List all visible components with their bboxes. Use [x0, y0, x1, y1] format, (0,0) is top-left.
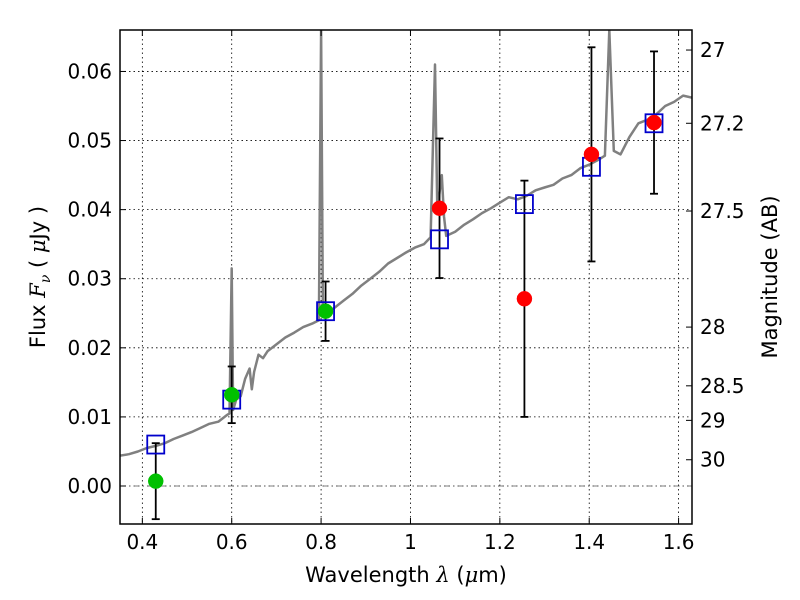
observed-layer [151, 46, 659, 521]
y-tick-label: 0.04 [67, 198, 112, 222]
right-axis-title: Magnitude (AB) [758, 195, 782, 358]
model-box-point [644, 113, 664, 134]
y-axis-title: Flux Fν ( μJy ) [26, 206, 54, 348]
x-tick-label: 0.8 [305, 530, 337, 554]
observed-flux-point [223, 387, 240, 403]
right-tick-label: 27.2 [700, 111, 745, 135]
observed-dot-layer [148, 114, 662, 489]
plot-frame [119, 29, 693, 525]
x-tick-label: 1 [404, 530, 417, 554]
model-box-point [515, 194, 534, 215]
y-ticks: 0.00 0.01 0.02 0.03 0.04 0.05 0.06 [67, 59, 126, 498]
right-tick-label: 27.5 [700, 199, 745, 223]
x-tick-label: 0.6 [216, 530, 248, 554]
x-tick-label: 1.6 [663, 530, 695, 554]
y-tick-label: 0.01 [67, 405, 112, 429]
x-tick-label: 0.4 [126, 530, 158, 554]
observed-flux-point [646, 114, 662, 131]
y-tick-label: 0.00 [67, 474, 112, 498]
observed-flux-point [516, 291, 533, 307]
model-box-point [316, 301, 335, 322]
right-tick-label: 27 [700, 38, 725, 62]
right-ticks: 27 27.2 27.5 28 28.5 29 30 [686, 38, 745, 472]
spectrum-line [120, 30, 692, 457]
x-tick-label: 1.4 [573, 530, 605, 554]
model-box-point [430, 229, 449, 250]
x-axis-title: Wavelength λ (μm) [305, 563, 507, 587]
observed-flux-point [583, 146, 600, 163]
right-tick-label: 29 [700, 408, 725, 432]
model-box-point [146, 434, 166, 455]
observed-flux-point [148, 473, 164, 489]
right-tick-label: 28 [700, 315, 725, 339]
y-tick-label: 0.02 [67, 336, 112, 360]
x-tick-label: 1.2 [484, 530, 516, 554]
right-tick-label: 28.5 [700, 374, 745, 398]
right-tick-label: 30 [700, 448, 725, 472]
y-tick-label: 0.05 [67, 129, 112, 153]
spectrum-layer [120, 30, 692, 457]
x-ticks: 0.4 0.6 0.8 1 1.2 1.4 1.6 [126, 30, 695, 554]
y-tick-label: 0.06 [67, 59, 112, 83]
y-tick-label: 0.03 [67, 267, 112, 291]
observed-flux-point [431, 200, 448, 217]
observed-flux-point [317, 303, 334, 319]
